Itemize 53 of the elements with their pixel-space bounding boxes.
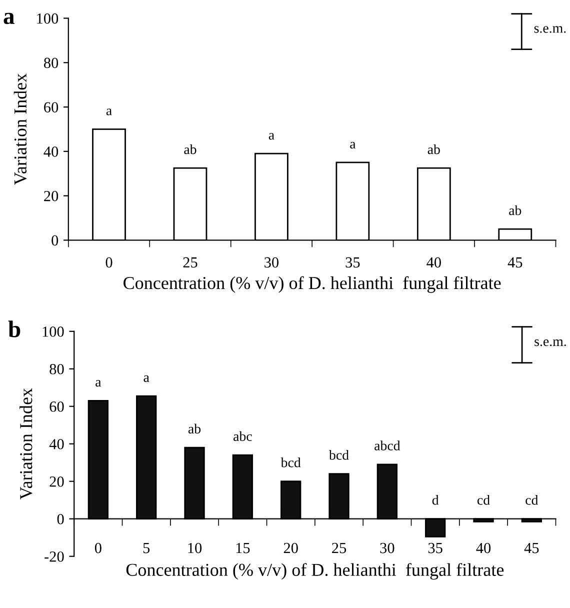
annotation: a <box>106 108 112 116</box>
annotation: ab <box>428 144 440 154</box>
y-tick-label: -20 <box>44 551 64 562</box>
x-tick-label: 25 <box>332 542 346 554</box>
annotation: a <box>350 142 356 149</box>
annotation: bcd <box>328 450 349 460</box>
y-tick-label: 0 <box>52 235 58 246</box>
annotation: abc <box>234 431 252 442</box>
y-axis-title: Variation Index <box>14 74 27 185</box>
y-tick-label: 100 <box>42 326 64 337</box>
x-tick-label: 35 <box>346 257 360 268</box>
x-tick-label: 0 <box>94 542 102 554</box>
annotation: bcd <box>280 457 301 468</box>
x-tick-label: 5 <box>143 543 150 554</box>
annotation: ab <box>184 144 196 154</box>
x-tick-label: 35 <box>428 542 442 554</box>
x-tick-label: 0 <box>106 257 112 268</box>
y-tick-label: 0 <box>57 514 64 524</box>
y-tick-label: 40 <box>49 438 64 450</box>
x-tick-label: 15 <box>236 542 250 554</box>
x-tick-label: 30 <box>380 542 394 554</box>
y-tick-label: 60 <box>50 401 64 412</box>
annotation: ab <box>188 424 201 434</box>
x-axis-title: Concentration (% v/v) of D. helianthi fungal filtrate <box>124 276 501 293</box>
x-tick-label: 10 <box>188 542 202 554</box>
x-tick-label: 30 <box>264 257 279 268</box>
annotation: d <box>432 494 439 505</box>
annotation: ab <box>509 205 522 216</box>
annotation: abcd <box>374 440 400 450</box>
y-tick-label: 100 <box>37 13 58 24</box>
x-axis-title: Concentration (% v/v) of D. helianthi fungal filtrate <box>126 563 504 580</box>
y-tick-label: 80 <box>44 58 58 68</box>
annotation: s.e.m. <box>534 26 566 33</box>
x-tick-label: 45 <box>524 542 539 554</box>
x-tick-label: 40 <box>476 542 491 554</box>
x-tick-label: 40 <box>426 257 441 268</box>
x-tick-label: 25 <box>183 257 198 268</box>
x-tick-label: 20 <box>284 542 298 554</box>
annotation: a <box>144 375 150 382</box>
y-axis-title: Variation Index <box>20 388 32 500</box>
y-tick-label: 60 <box>44 102 58 112</box>
annotation: s.e.m. <box>534 339 566 346</box>
annotation: cd <box>526 494 538 505</box>
x-tick-label: 45 <box>508 257 522 268</box>
y-tick-label: 20 <box>50 476 64 487</box>
y-tick-label: 20 <box>44 190 58 202</box>
annotation: cd <box>477 494 490 505</box>
y-tick-label: 40 <box>44 146 58 157</box>
chart-title: b <box>8 320 20 338</box>
annotation: a <box>268 133 274 140</box>
chart-title: a <box>4 12 14 24</box>
annotation: a <box>96 380 102 387</box>
y-tick-label: 80 <box>50 364 64 374</box>
